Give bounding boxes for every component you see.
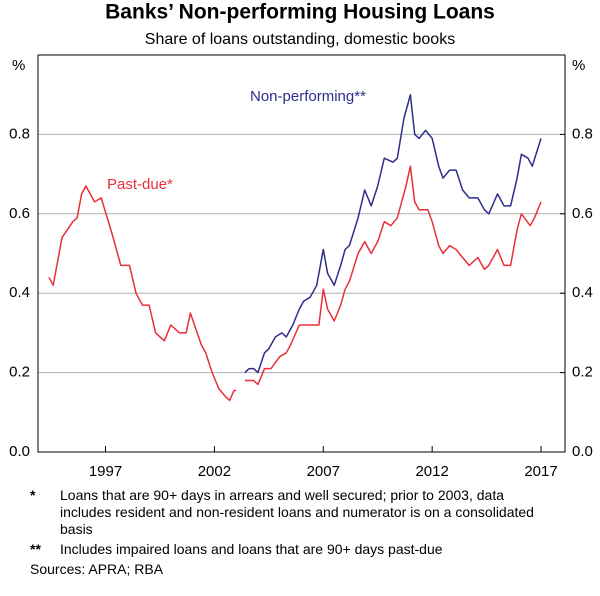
- series-label: Past-due*: [107, 176, 173, 193]
- series-label: Non-performing**: [250, 88, 366, 105]
- x-tick-label: 2007: [307, 463, 340, 480]
- y2-tick-label: 0.6: [572, 205, 593, 222]
- y-tick-label: 0.0: [9, 443, 30, 460]
- footnote-marker: **: [30, 541, 41, 557]
- footnote-text: Includes impaired loans and loans that a…: [60, 541, 443, 557]
- chart-title: Banks’ Non-performing Housing Loans: [105, 1, 495, 24]
- y2-tick-label: 0.8: [572, 125, 593, 142]
- y2-tick-label: 0.2: [572, 364, 593, 381]
- chart-subtitle: Share of loans outstanding, domestic boo…: [145, 31, 455, 48]
- y-tick-label: 0.2: [9, 364, 30, 381]
- footnote: ** Includes impaired loans and loans that…: [30, 541, 590, 558]
- x-tick-label: 2012: [415, 463, 448, 480]
- plot-frame: [37, 54, 566, 453]
- source: Sources: APRA; RBA: [30, 561, 164, 577]
- y2-unit: %: [572, 57, 585, 74]
- footnote-text: Loans that are 90+ days in arrears and w…: [60, 487, 534, 537]
- x-tick-label: 2017: [524, 463, 557, 480]
- y-tick-label: 0.8: [9, 125, 30, 142]
- y2-tick-label: 0.4: [572, 284, 593, 301]
- y-tick-label: 0.6: [9, 205, 30, 222]
- line: [244, 93, 542, 374]
- footnote: * Loans that are 90+ days in arrears and …: [30, 487, 590, 538]
- x-tick-label: 2002: [198, 463, 231, 480]
- footnotes: * Loans that are 90+ days in arrears and …: [30, 487, 590, 578]
- y-tick-label: 0.4: [9, 284, 30, 301]
- footnote-marker: *: [30, 487, 36, 503]
- y-unit: %: [12, 57, 25, 74]
- chart: Banks’ Non-performing Housing Loans Shar…: [9, 1, 593, 480]
- y2-tick-label: 0.0: [572, 443, 593, 460]
- line: [48, 165, 542, 402]
- x-tick-label: 1997: [89, 463, 122, 480]
